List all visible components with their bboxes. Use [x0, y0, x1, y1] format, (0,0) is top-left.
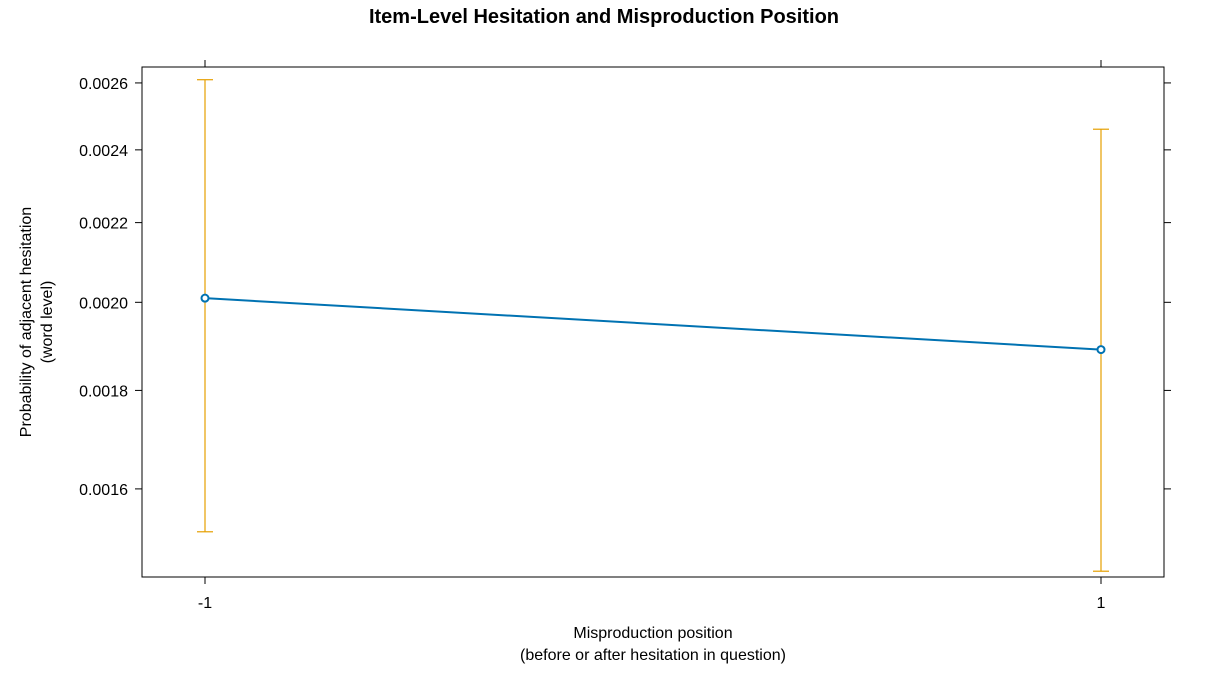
y-axis-title-line-1: Probability of adjacent hesitation [18, 207, 35, 437]
y-tick-label: 0.0024 [79, 143, 128, 160]
x-axis: -1 1 [198, 60, 1106, 612]
x-axis-title-line-2: (before or after hesitation in question) [520, 647, 786, 664]
y-axis: 0.0016 0.0018 0.0020 0.0022 0.0024 0.0026 [79, 76, 1171, 499]
x-axis-title-line-1: Misproduction position [573, 625, 732, 642]
x-tick-label: 1 [1097, 595, 1106, 612]
y-tick-label: 0.0020 [79, 295, 128, 312]
x-tick-label: -1 [198, 595, 212, 612]
y-tick-label: 0.0026 [79, 76, 128, 93]
y-tick-label: 0.0018 [79, 383, 128, 400]
y-tick-label: 0.0016 [79, 482, 128, 499]
chart-title: Item-Level Hesitation and Misproduction … [369, 6, 839, 28]
plot-area [197, 79, 1109, 572]
y-axis-title-line-2: (word level) [39, 281, 56, 364]
series-line [204, 297, 1102, 351]
y-tick-label: 0.0022 [79, 216, 128, 233]
plot-frame [141, 66, 1165, 578]
data-point [1096, 345, 1106, 355]
data-point [200, 293, 210, 303]
